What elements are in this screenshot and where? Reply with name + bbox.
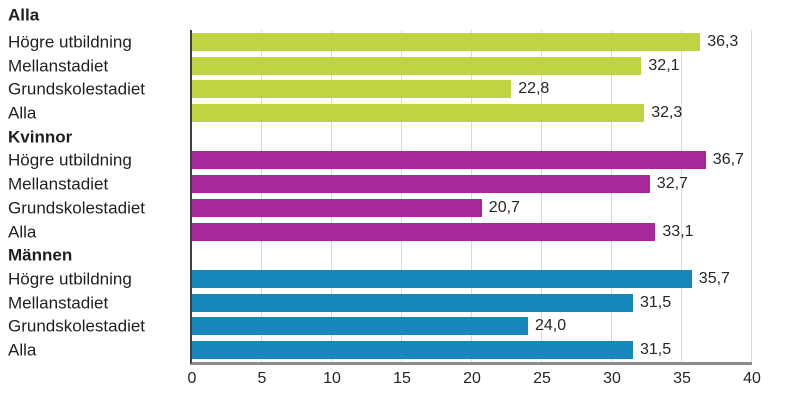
bar-value-label: 20,7 [488,198,520,216]
category-label: Grundskolestadiet [8,198,146,218]
gridline [751,30,752,362]
x-axis-tick-label: 20 [463,370,481,387]
bar-value-label: 31,5 [640,293,672,311]
bar [192,151,706,170]
x-axis-tick-label: 35 [673,370,691,387]
category-label: Alla [8,222,37,242]
category-label: Mellanstadiet [8,174,109,194]
gridline [471,30,472,362]
bar [192,317,528,336]
category-label: Mellanstadiet [8,56,109,76]
category-label: Grundskolestadiet [8,316,146,336]
bar [192,341,633,360]
bar [192,104,645,122]
bar [192,222,656,241]
category-label: Högre utbildning [8,150,132,170]
plot-inner: 36,3 32,1 22,8 32,3 36,7 32,7 20,7 33,1 35,7 31,5… [192,30,752,362]
bar-value-label: 36,3 [707,32,739,50]
x-axis-tick-label: 15 [393,370,411,387]
gridline [681,30,682,362]
category-label: Mellanstadiet [8,293,109,313]
bar-value-label: 32,3 [651,104,683,121]
bar-value-label: 31,5 [640,341,672,359]
bar [192,198,482,217]
gridline [541,30,542,362]
bar [192,32,701,51]
bar [192,175,650,194]
plot-area: 36,3 32,1 22,8 32,3 36,7 32,7 20,7 33,1 35,7 31,5… [190,30,752,365]
group-header-label: Alla [8,5,40,25]
bar [192,270,692,288]
bar-value-label: 35,7 [698,270,730,287]
x-axis-tick-label: 40 [743,370,761,387]
x-axis-tick-label: 10 [323,370,341,387]
bar-value-label: 24,0 [535,317,567,335]
bar-value-label: 32,7 [656,175,688,193]
bar-value-label: 33,1 [662,222,694,240]
x-axis-tick-label: 0 [187,370,197,387]
category-label: Alla [8,103,37,123]
bar [192,56,642,75]
gridline [261,30,262,362]
category-label: Alla [8,340,37,360]
x-axis-tick-label: 5 [257,370,267,387]
gridline [331,30,332,362]
group-header-label: Kvinnor [8,127,73,147]
x-axis-tick-label: 25 [533,370,551,387]
bar-value-label: 36,7 [712,151,744,169]
x-axis-tick-label: 30 [603,370,621,387]
bar-value-label: 32,1 [648,56,680,74]
bar-value-label: 22,8 [518,80,550,98]
bar [192,80,512,99]
gridline [401,30,402,362]
bar [192,293,633,312]
category-label: Högre utbildning [8,32,132,52]
group-header-label: Männen [8,245,73,265]
category-label: Högre utbildning [8,269,132,289]
category-label: Grundskolestadiet [8,79,146,99]
gridline [611,30,612,362]
